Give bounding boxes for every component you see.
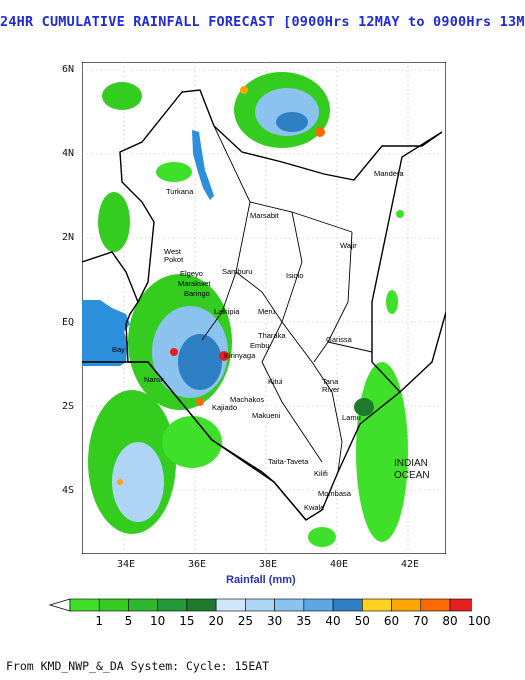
colorbar-segment bbox=[128, 598, 158, 612]
place-machakos: Machakos bbox=[230, 395, 264, 404]
colorbar-segment bbox=[362, 598, 392, 612]
place-west: West bbox=[164, 247, 182, 256]
colorbar-label: 40 bbox=[325, 614, 341, 628]
place-river: River bbox=[322, 385, 340, 394]
place-embu: Embu bbox=[250, 341, 270, 350]
place-laikipia: Laikipia bbox=[214, 307, 240, 316]
colorbar-label: 25 bbox=[237, 614, 254, 628]
place-kajiado: Kajiado bbox=[212, 403, 237, 412]
place-kwale: Kwale bbox=[304, 503, 324, 512]
colorbar-segment bbox=[303, 598, 334, 612]
place-kilifi: Kilifi bbox=[314, 469, 328, 478]
colorbar-label: 15 bbox=[179, 614, 195, 628]
footer-note: From KMD_NWP_&_DA System: Cycle: 15EAT bbox=[6, 659, 270, 673]
colorbar-label: 50 bbox=[354, 614, 370, 628]
place-marsabit: Marsabit bbox=[250, 211, 280, 220]
place-elgeyo: Elgeyo bbox=[180, 269, 203, 278]
x-axis-title: Rainfall (mm) bbox=[226, 574, 296, 586]
colorbar-segment bbox=[274, 598, 305, 612]
x-tick-42e: 42E bbox=[401, 559, 420, 570]
y-tick-4n: 4N bbox=[62, 148, 75, 159]
colorbar-segment bbox=[215, 598, 246, 612]
colorbar-segment bbox=[420, 598, 451, 612]
place-kitui: Kitui bbox=[268, 377, 283, 386]
colorbar-label: 5 bbox=[124, 614, 133, 628]
place-kirinyaga: Kirinyaga bbox=[224, 351, 256, 360]
colorbar bbox=[48, 598, 472, 612]
x-tick-38e: 38E bbox=[259, 559, 278, 570]
x-tick-34e: 34E bbox=[117, 559, 136, 570]
colorbar-segment bbox=[69, 598, 100, 612]
place-turkana: Turkana bbox=[166, 187, 194, 196]
x-tick-36e: 36E bbox=[188, 559, 207, 570]
place-mandera: Mandera bbox=[374, 169, 404, 178]
x-tick-40e: 40E bbox=[330, 559, 349, 570]
colorbar-segment bbox=[157, 598, 188, 612]
place-wajir: Wajir bbox=[340, 241, 357, 250]
colorbar-label: 80 bbox=[442, 614, 458, 628]
colorbar-segment bbox=[391, 598, 422, 612]
place-mombasa: Mombasa bbox=[318, 489, 352, 498]
tanzania-border bbox=[82, 361, 307, 521]
colorbar-label: 35 bbox=[296, 614, 312, 628]
place-lamu: Lamu bbox=[342, 413, 361, 422]
colorbar-label: 1 bbox=[95, 614, 104, 628]
place-baringo: Baringo bbox=[184, 289, 210, 298]
county-borders bbox=[201, 125, 373, 473]
place-samburu: Samburu bbox=[222, 267, 252, 276]
lake-turkana bbox=[192, 130, 214, 200]
colorbar-label: 60 bbox=[383, 614, 400, 628]
y-tick-2n: 2N bbox=[62, 232, 75, 243]
colorbar-segment bbox=[98, 598, 129, 612]
ocean-label-line1: INDIAN bbox=[394, 458, 428, 469]
colorbar-label: 100 bbox=[467, 614, 491, 628]
place-isiolo: Isiolo bbox=[286, 271, 304, 280]
rainfall-field bbox=[88, 72, 408, 547]
chart-title: 24HR CUMULATIVE RAINFALL FORECAST [0900H… bbox=[0, 14, 525, 30]
place-meru: Meru bbox=[258, 307, 275, 316]
colorbar-segment bbox=[186, 598, 217, 612]
y-tick-6n: 6N bbox=[62, 64, 75, 75]
colorbar-label: 10 bbox=[150, 614, 166, 628]
y-tick-4s: 4S bbox=[62, 485, 75, 496]
place-taita-taveta: Taita-Taveta bbox=[268, 457, 309, 466]
ocean-label-line2: OCEAN bbox=[394, 470, 430, 481]
place-tharaka: Tharaka bbox=[258, 331, 286, 340]
colorbar-left-arrow bbox=[48, 598, 71, 612]
place-garissa: Garissa bbox=[326, 335, 353, 344]
borders bbox=[82, 89, 446, 521]
place-bay: Bay bbox=[112, 345, 125, 354]
colorbar-segment bbox=[245, 598, 275, 612]
colorbar-label: 20 bbox=[208, 614, 224, 628]
place-narok: Narok bbox=[144, 375, 164, 384]
place-tana: Tana bbox=[322, 377, 339, 386]
colorbar-label: 30 bbox=[266, 614, 283, 628]
somalia-coast bbox=[399, 311, 446, 393]
place-pokot: Pokot bbox=[164, 255, 184, 264]
colorbar-segment bbox=[332, 598, 363, 612]
rainfall-map: Turkana Mandera Marsabit Wajir West Poko… bbox=[82, 62, 446, 554]
y-tick-eq: EQ bbox=[62, 317, 75, 328]
place-makueni: Makueni bbox=[252, 411, 281, 420]
uganda-border bbox=[82, 251, 139, 303]
kenya-border bbox=[119, 89, 443, 521]
lake-victoria bbox=[82, 300, 130, 366]
colorbar-label: 70 bbox=[413, 614, 429, 628]
colorbar-segment bbox=[449, 598, 472, 612]
place-marakwet: Marakwet bbox=[178, 279, 211, 288]
y-tick-2s: 2S bbox=[62, 401, 75, 412]
